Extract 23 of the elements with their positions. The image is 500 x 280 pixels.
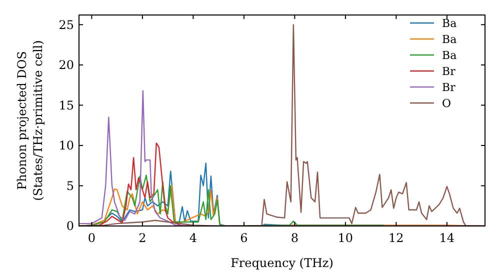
- x-tick-label: 6: [240, 231, 248, 245]
- y-tick-label: 20: [58, 58, 74, 72]
- y-tick-label: 0: [66, 219, 74, 234]
- legend-label: Ba: [442, 32, 458, 46]
- legend-label: Ba: [442, 16, 458, 30]
- x-tick-label: 14: [439, 231, 455, 245]
- y-tick-label: 15: [58, 98, 74, 112]
- legend-label: Br: [442, 80, 456, 94]
- y-axis-title: Phonon projected DOS (States/THz·primitive cell): [15, 40, 45, 201]
- x-tick-label: 12: [388, 231, 404, 245]
- y-tick-label: 25: [58, 18, 74, 32]
- x-tick-label: 0: [88, 231, 96, 245]
- legend-label: Ba: [442, 48, 458, 62]
- x-tick-label: 8: [290, 231, 299, 245]
- x-tick-label: 4: [189, 231, 198, 245]
- y-tick-label: 10: [58, 138, 74, 153]
- legend-label: O: [442, 96, 452, 110]
- legend-label: Br: [442, 64, 456, 78]
- y-tick-label: 5: [66, 178, 74, 193]
- x-tick-label: 10: [338, 231, 354, 245]
- x-tick-label: 2: [138, 231, 146, 245]
- line-series: [79, 174, 384, 226]
- x-axis-title: Frequency (THz): [230, 256, 334, 270]
